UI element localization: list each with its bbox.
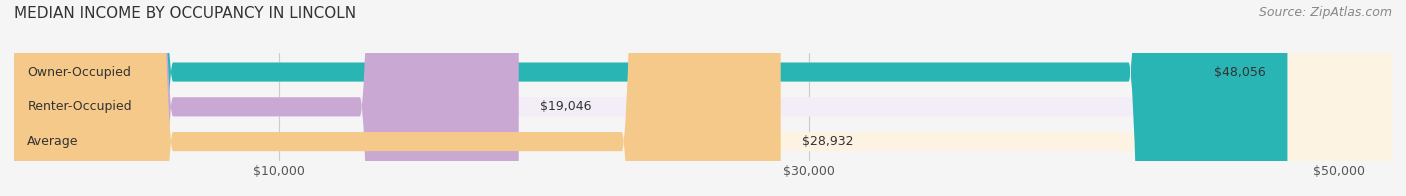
- Text: Source: ZipAtlas.com: Source: ZipAtlas.com: [1258, 6, 1392, 19]
- FancyBboxPatch shape: [14, 0, 519, 196]
- FancyBboxPatch shape: [14, 0, 1392, 196]
- Text: MEDIAN INCOME BY OCCUPANCY IN LINCOLN: MEDIAN INCOME BY OCCUPANCY IN LINCOLN: [14, 6, 356, 21]
- Text: Renter-Occupied: Renter-Occupied: [27, 100, 132, 113]
- FancyBboxPatch shape: [14, 0, 1392, 196]
- Text: $48,056: $48,056: [1215, 65, 1267, 79]
- Text: $19,046: $19,046: [540, 100, 592, 113]
- FancyBboxPatch shape: [14, 0, 780, 196]
- Text: Average: Average: [27, 135, 79, 148]
- FancyBboxPatch shape: [14, 0, 1288, 196]
- FancyBboxPatch shape: [14, 0, 1392, 196]
- Text: Owner-Occupied: Owner-Occupied: [27, 65, 131, 79]
- Text: $28,932: $28,932: [801, 135, 853, 148]
